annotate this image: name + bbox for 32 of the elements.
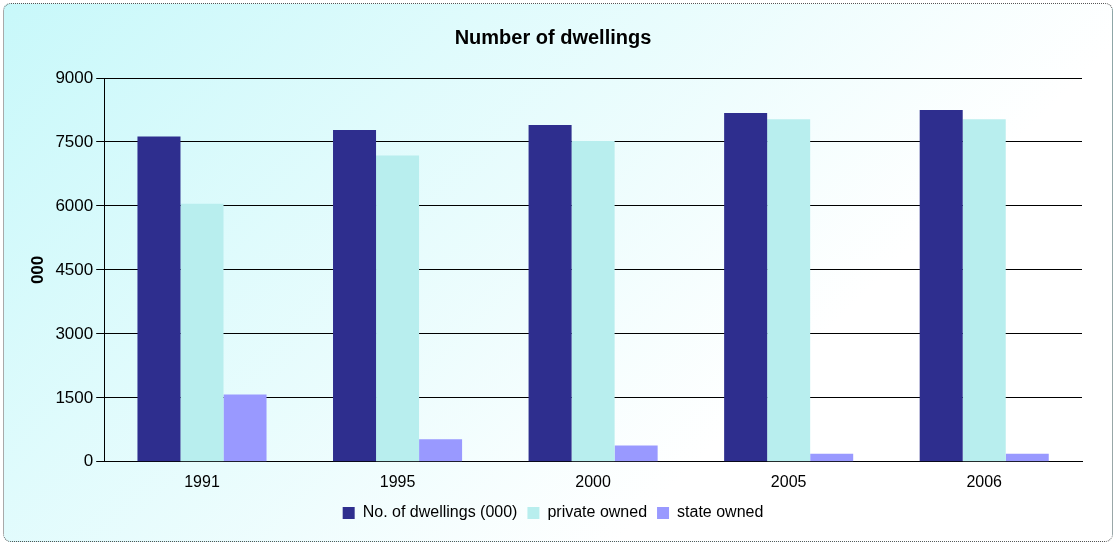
x-tick-label: 1995 — [379, 472, 416, 490]
bar — [419, 439, 463, 462]
bar — [528, 124, 572, 462]
bar — [333, 130, 377, 462]
bar — [1005, 453, 1049, 462]
x-tick-label: 1991 — [184, 472, 220, 490]
y-tick-label: 9000 — [55, 67, 94, 87]
bar — [376, 155, 420, 462]
x-tick-label: 2005 — [770, 472, 807, 490]
bar — [767, 119, 811, 462]
x-tick-label: 2006 — [966, 472, 1003, 490]
y-tick-label: 6000 — [55, 195, 94, 215]
y-tick-label: 4500 — [55, 259, 94, 279]
bar — [223, 394, 267, 462]
x-tick-label: 2000 — [575, 472, 612, 490]
bar — [137, 136, 181, 462]
y-axis-title: 000 — [27, 255, 47, 285]
chart-title: Number of dwellings — [454, 25, 652, 48]
bar — [919, 109, 963, 462]
bar — [962, 119, 1006, 462]
bar — [614, 445, 658, 462]
y-tick-label: 7500 — [55, 131, 94, 151]
bar — [180, 203, 224, 462]
legend-label: state owned — [677, 503, 764, 521]
bar — [810, 453, 854, 462]
y-tick-label: 0 — [83, 451, 94, 471]
bar — [724, 112, 768, 462]
y-tick-label: 3000 — [55, 323, 94, 343]
y-tick-label: 1500 — [55, 387, 94, 407]
bar — [571, 141, 615, 462]
legend-label: No. of dwellings (000) — [362, 503, 518, 521]
legend-label: private owned — [547, 503, 648, 521]
